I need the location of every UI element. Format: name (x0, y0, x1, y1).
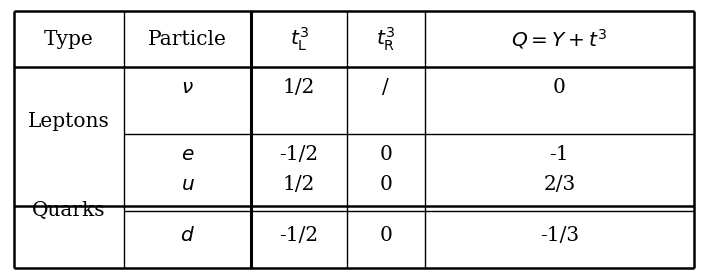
Text: 0: 0 (379, 145, 392, 164)
Text: Particle: Particle (148, 30, 227, 49)
Text: 0: 0 (553, 78, 566, 97)
Text: Quarks: Quarks (33, 201, 105, 220)
Text: Type: Type (44, 30, 94, 49)
Text: $t_\mathrm{L}^3$: $t_\mathrm{L}^3$ (290, 25, 309, 53)
Text: 0: 0 (379, 175, 392, 194)
Text: -1/3: -1/3 (539, 226, 579, 245)
Text: 0: 0 (379, 226, 392, 245)
Text: $t_\mathrm{R}^3$: $t_\mathrm{R}^3$ (376, 25, 396, 53)
Text: $Q = Y + t^3$: $Q = Y + t^3$ (511, 27, 607, 51)
Text: $u$: $u$ (181, 175, 195, 194)
Text: $d$: $d$ (181, 226, 195, 245)
Text: $\nu$: $\nu$ (181, 78, 194, 97)
Text: -1/2: -1/2 (280, 145, 319, 164)
Text: 1/2: 1/2 (283, 175, 315, 194)
Text: Leptons: Leptons (28, 112, 110, 131)
Text: $e$: $e$ (181, 145, 195, 164)
Text: -1: -1 (549, 145, 569, 164)
Text: /: / (382, 78, 389, 97)
Text: 2/3: 2/3 (543, 175, 576, 194)
Text: -1/2: -1/2 (280, 226, 319, 245)
Text: 1/2: 1/2 (283, 78, 315, 97)
